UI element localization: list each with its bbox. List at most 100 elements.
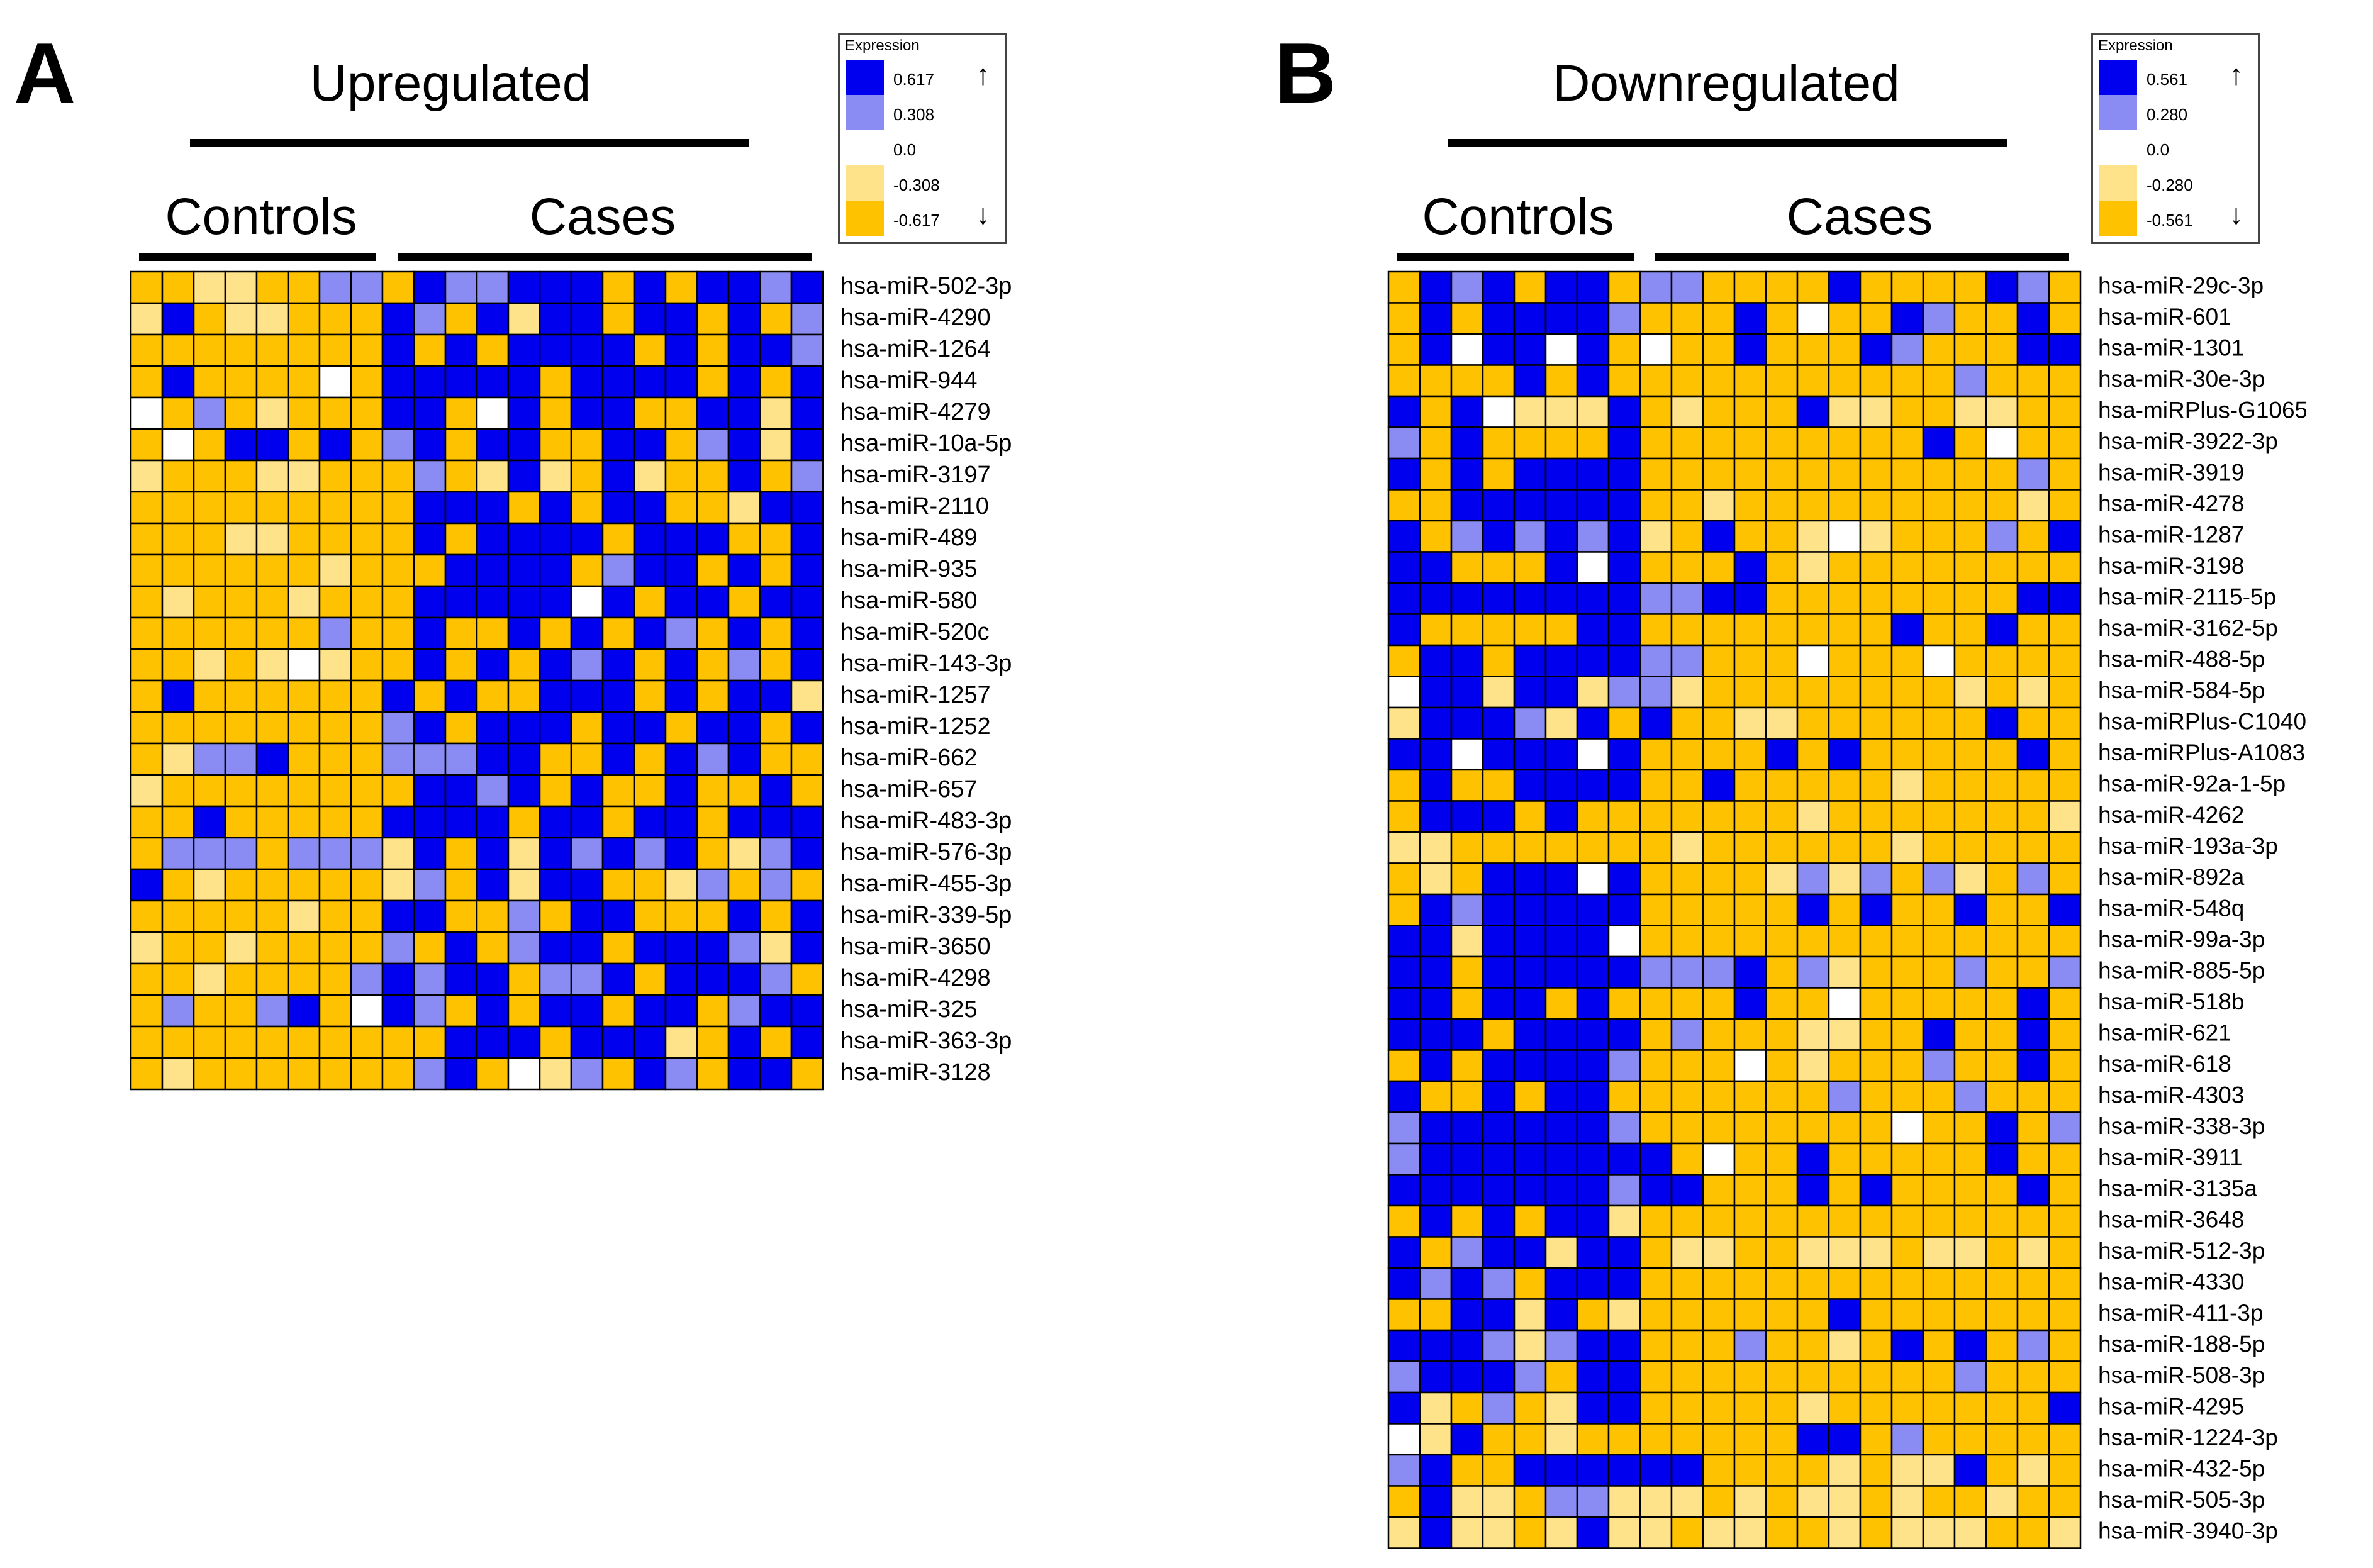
heatmap-cell bbox=[1796, 551, 1830, 584]
heatmap-cell bbox=[601, 742, 635, 776]
heatmap-cell bbox=[601, 899, 635, 933]
heatmap-cell bbox=[1639, 1174, 1673, 1207]
heatmap-cell bbox=[570, 396, 604, 430]
heatmap-cell bbox=[2048, 1080, 2082, 1113]
row-label: hsa-miR-508-3p bbox=[2098, 1362, 2265, 1388]
row-label: hsa-miR-505-3p bbox=[2098, 1487, 2265, 1513]
heatmap-cell bbox=[759, 868, 793, 902]
heatmap-cell bbox=[1670, 1236, 1704, 1269]
heatmap-cell bbox=[633, 1025, 667, 1059]
heatmap-cell bbox=[633, 899, 667, 933]
heatmap-cell bbox=[1419, 738, 1453, 771]
heatmap-cell bbox=[318, 270, 352, 304]
heatmap-cell bbox=[381, 837, 415, 870]
heatmap-cell bbox=[601, 396, 635, 430]
heatmap-cell bbox=[1702, 925, 1736, 958]
arrow-down-icon: ↓ bbox=[2229, 197, 2243, 230]
heatmap-cell bbox=[539, 459, 572, 493]
heatmap-cell bbox=[570, 459, 604, 493]
heatmap-cell bbox=[696, 459, 730, 493]
heatmap-cell bbox=[2048, 457, 2082, 491]
heatmap-cell bbox=[1419, 582, 1453, 615]
heatmap-cell bbox=[2016, 831, 2050, 864]
heatmap-cell bbox=[1922, 1454, 1956, 1487]
heatmap-cell bbox=[224, 994, 258, 1028]
heatmap-cell bbox=[759, 899, 793, 933]
heatmap-cell bbox=[2016, 987, 2050, 1020]
panel-b-downregulated: B Downregulated Controls Cases Expressio… bbox=[1186, 0, 2373, 1568]
heatmap-cell bbox=[2048, 364, 2082, 398]
heatmap-cell bbox=[350, 1057, 384, 1091]
heatmap-cell bbox=[1922, 270, 1956, 304]
heatmap-cell bbox=[2016, 551, 2050, 584]
heatmap-cell bbox=[1953, 520, 1987, 553]
heatmap-cell bbox=[1419, 987, 1453, 1020]
heatmap-cell bbox=[507, 962, 541, 996]
heatmap-cell bbox=[507, 333, 541, 367]
heatmap-cell bbox=[2048, 1111, 2082, 1145]
heatmap-cell bbox=[1670, 551, 1704, 584]
heatmap-cell bbox=[664, 931, 698, 965]
heatmap-cell bbox=[1796, 1018, 1830, 1051]
heatmap-cell bbox=[1733, 1049, 1767, 1082]
heatmap-cell bbox=[1796, 489, 1830, 522]
heatmap-cell bbox=[1607, 1236, 1641, 1269]
heatmap-cell bbox=[1828, 1142, 1862, 1176]
heatmap-cell bbox=[1859, 893, 1893, 926]
heatmap-cell bbox=[1576, 1049, 1610, 1082]
heatmap-cell bbox=[2016, 395, 2050, 428]
heatmap-cell bbox=[1953, 1018, 1987, 1051]
heatmap-cell bbox=[224, 899, 258, 933]
heatmap-cell bbox=[1733, 302, 1767, 335]
heatmap-cell bbox=[2048, 1485, 2082, 1518]
heatmap-cell bbox=[1607, 644, 1641, 677]
heatmap-cell bbox=[1639, 1018, 1673, 1051]
heatmap-cell bbox=[318, 774, 352, 808]
heatmap-cell bbox=[2048, 333, 2082, 366]
heatmap-cell bbox=[1482, 987, 1516, 1020]
heatmap-cell bbox=[507, 899, 541, 933]
heatmap-cell bbox=[476, 742, 510, 776]
heatmap-cell bbox=[1482, 925, 1516, 958]
heatmap-cell bbox=[350, 302, 384, 336]
heatmap-cell bbox=[1576, 831, 1610, 864]
heatmap-cell bbox=[1419, 1049, 1453, 1082]
heatmap-cell bbox=[1576, 706, 1610, 740]
heatmap-cell bbox=[255, 270, 289, 304]
heatmap-cell bbox=[1953, 1111, 1987, 1145]
heatmap-cell bbox=[1387, 738, 1421, 771]
heatmap-cell bbox=[1922, 520, 1956, 553]
heatmap-cell bbox=[1639, 426, 1673, 460]
heatmap-cell bbox=[1544, 270, 1578, 304]
heatmap-cell bbox=[2016, 925, 2050, 958]
row-label: hsa-miR-339-5p bbox=[840, 902, 1012, 928]
heatmap-cell bbox=[696, 837, 730, 870]
legend-swatch-low bbox=[846, 201, 884, 236]
heatmap-cell bbox=[1985, 955, 2019, 989]
panel-a-upregulated: A Upregulated Controls Cases Expression … bbox=[0, 0, 1186, 1568]
heatmap-cell bbox=[2016, 426, 2050, 460]
heatmap-cell bbox=[1702, 1111, 1736, 1145]
heatmap-cell bbox=[1387, 1454, 1421, 1487]
heatmap-cell bbox=[1953, 1267, 1987, 1300]
heatmap-cell bbox=[224, 491, 258, 525]
heatmap-cell bbox=[413, 1025, 447, 1059]
heatmap-cell bbox=[2016, 1080, 2050, 1113]
heatmap-cell bbox=[1670, 1142, 1704, 1176]
heatmap-cell bbox=[1890, 426, 1924, 460]
heatmap-cell bbox=[1670, 333, 1704, 366]
heatmap-cell bbox=[1985, 1080, 2019, 1113]
heatmap-cell bbox=[161, 302, 195, 336]
heatmap-cell bbox=[1922, 862, 1956, 896]
heatmap-cell bbox=[161, 333, 195, 367]
heatmap-cell bbox=[1702, 520, 1736, 553]
heatmap-cell bbox=[1733, 1516, 1767, 1549]
heatmap-cell bbox=[413, 522, 447, 556]
heatmap-cell bbox=[1953, 925, 1987, 958]
heatmap-cell bbox=[1765, 395, 1799, 428]
heatmap-cell bbox=[727, 899, 761, 933]
heatmap-cell bbox=[1387, 1391, 1421, 1425]
heatmap-cell bbox=[727, 648, 761, 682]
heatmap-cell bbox=[130, 522, 164, 556]
heatmap-cell bbox=[507, 1025, 541, 1059]
